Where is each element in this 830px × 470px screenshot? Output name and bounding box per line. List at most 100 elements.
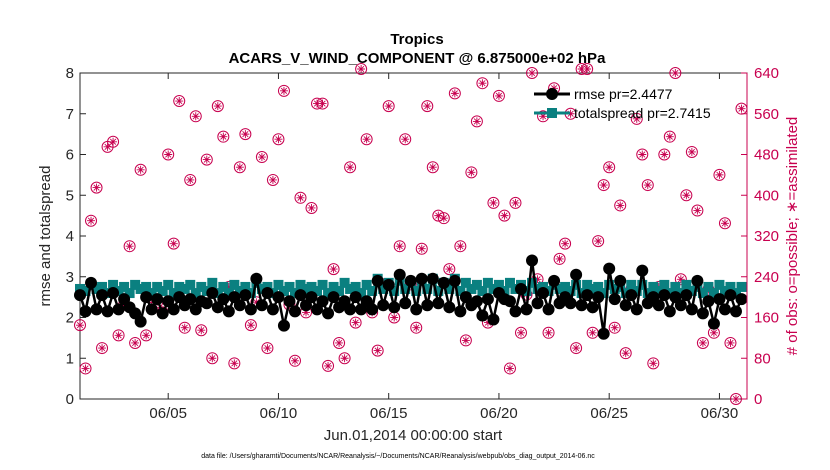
rmse-point (250, 272, 263, 285)
rmse-point (272, 291, 285, 304)
obs-point (663, 130, 676, 143)
totalspread-point (135, 283, 146, 294)
totalspread-point (196, 281, 207, 292)
totalspread-point (119, 281, 130, 292)
rmse-point (658, 289, 671, 302)
obs-point (459, 334, 472, 347)
rmse-point (432, 297, 445, 310)
totalspread-point (306, 281, 317, 292)
obs-point (503, 362, 516, 375)
totalspread-point (234, 286, 245, 297)
obs-point (542, 326, 555, 339)
totalspread-point (455, 286, 466, 297)
rmse-point (206, 287, 219, 300)
rmse-point (410, 303, 423, 316)
x-tick-label: 06/25 (590, 405, 628, 422)
totalspread-point (328, 281, 339, 292)
obs-point (255, 151, 268, 164)
totalspread-point (582, 279, 593, 290)
totalspread-point (80, 286, 91, 297)
rmse-point (663, 305, 676, 318)
obs-point (349, 316, 362, 329)
rmse-point (222, 305, 235, 318)
obs-point (614, 199, 627, 212)
obs-point (608, 321, 621, 334)
rmse-point (597, 327, 610, 340)
rmse-point (592, 291, 605, 304)
totalspread-point (538, 281, 549, 292)
totalspread-point (141, 281, 152, 292)
rmse-point (151, 293, 164, 306)
obs-point (415, 242, 428, 255)
obs-point (410, 321, 423, 334)
legend-rmse-marker (546, 88, 558, 100)
totalspread-point (460, 277, 471, 288)
rmse-point (630, 303, 643, 316)
totalspread-point (482, 277, 493, 288)
rmse-point (454, 305, 467, 318)
obs-point (586, 326, 599, 339)
rmse-point (685, 303, 698, 316)
totalspread-point (75, 283, 85, 294)
obs-point (90, 181, 103, 194)
rmse-point (399, 297, 412, 310)
obs-point (239, 128, 252, 141)
y-tick-label-right: 640 (754, 65, 779, 82)
rmse-point (470, 295, 483, 308)
y-tick-label-right: 0 (754, 391, 762, 408)
obs-point (443, 263, 456, 276)
obs-point (669, 67, 682, 79)
rmse-point (531, 297, 544, 310)
y-tick-label-right: 400 (754, 187, 779, 204)
y-tick-label-left: 0 (66, 391, 74, 408)
totalspread-point (571, 279, 582, 290)
rmse-point (421, 299, 434, 312)
totalspread-point (108, 279, 119, 290)
obs-point (173, 95, 186, 108)
obs-point (129, 336, 142, 349)
rmse-point (134, 315, 147, 328)
rmse-point (614, 274, 627, 287)
obs-point (426, 161, 439, 174)
rmse-point (107, 287, 120, 300)
totalspread-point (317, 279, 328, 290)
rmse-point (305, 291, 318, 304)
rmse-point (603, 262, 616, 275)
legend-spread-marker (547, 108, 557, 118)
y-axis-label-left: rmse and totalspread (37, 166, 54, 307)
rmse-point (288, 305, 301, 318)
totalspread-point (637, 279, 648, 290)
totalspread-point (278, 286, 289, 297)
obs-point (189, 110, 202, 123)
rmse-point (377, 299, 390, 312)
obs-point (211, 100, 224, 113)
rmse-point (520, 303, 533, 316)
rmse-point (674, 299, 687, 312)
totalspread-point (598, 288, 609, 299)
rmse-point (691, 274, 704, 287)
obs-point (691, 204, 704, 217)
totalspread-point (168, 288, 179, 299)
obs-point (79, 362, 92, 375)
y-tick-label-left: 4 (66, 228, 74, 245)
totalspread-point (648, 281, 659, 292)
totalspread-point (554, 283, 565, 294)
obs-point (294, 191, 307, 204)
obs-point (597, 179, 610, 192)
rmse-point (581, 289, 594, 302)
obs-point (371, 344, 384, 357)
totalspread-point (190, 288, 201, 299)
totalspread-point (284, 281, 295, 292)
totalspread-point (345, 283, 356, 294)
obs-point (333, 336, 346, 349)
totalspread-point (400, 283, 411, 294)
obs-point (140, 329, 153, 342)
totalspread-point (488, 283, 499, 294)
totalspread-point (471, 279, 482, 290)
rmse-point (327, 291, 340, 304)
rmse-point (145, 303, 158, 316)
totalspread-point (659, 279, 670, 290)
legend-spread: totalspread pr=2.7415 (574, 105, 711, 121)
obs-point (570, 342, 583, 355)
x-tick-label: 06/10 (260, 405, 298, 422)
